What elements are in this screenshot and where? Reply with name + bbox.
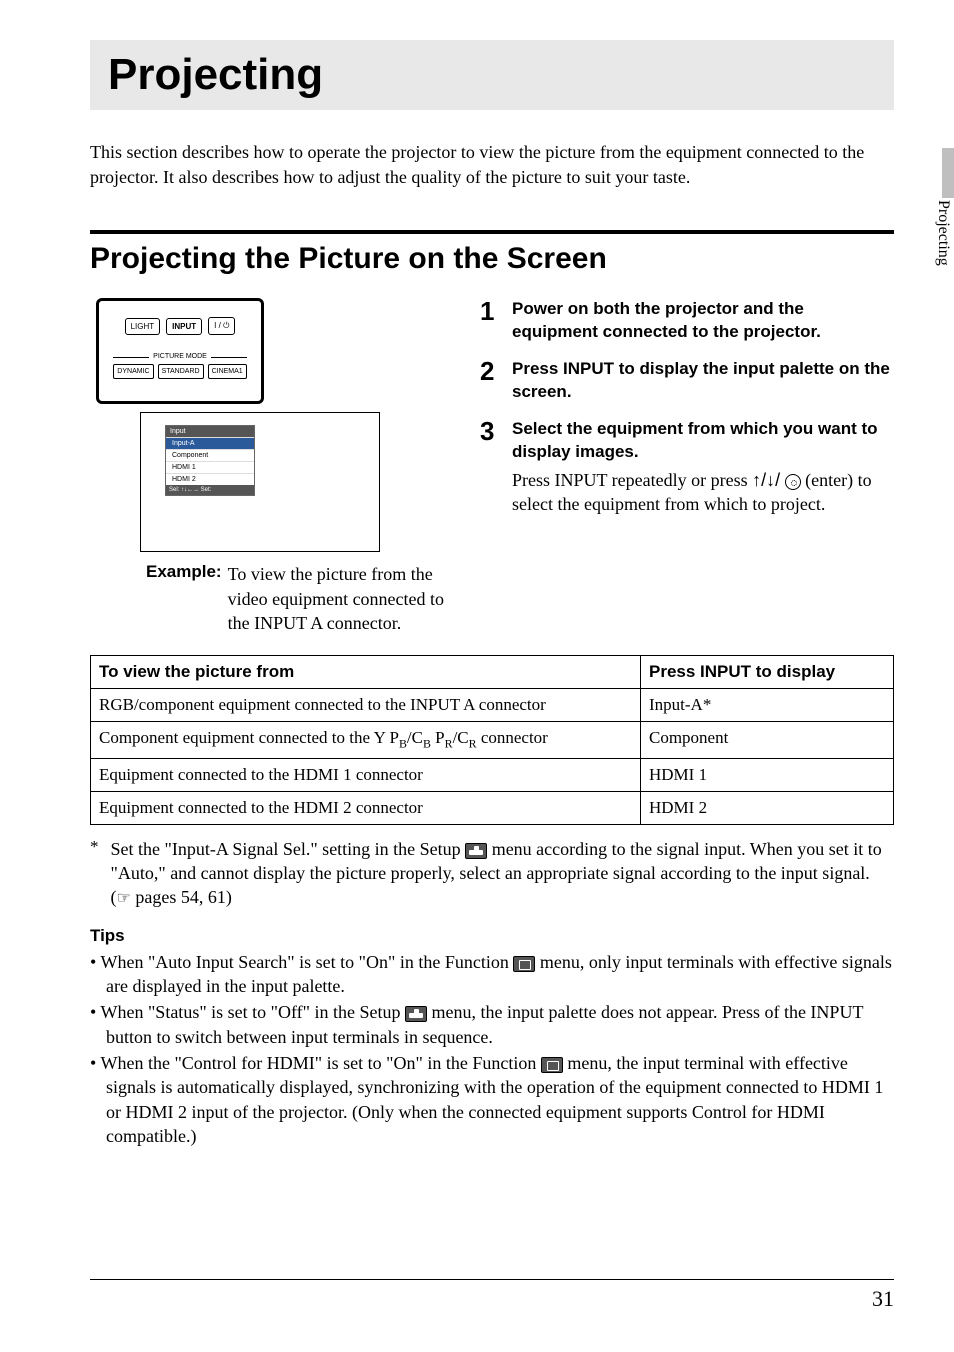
tip-item: When the "Control for HDMI" is set to "O… xyxy=(90,1051,894,1148)
step-number: 1 xyxy=(480,298,502,344)
step-title: Select the equipment from which you want… xyxy=(512,418,894,464)
section-title: Projecting the Picture on the Screen xyxy=(90,242,894,276)
footnote-text: Set the "Input-A Signal Sel." setting in… xyxy=(111,837,895,910)
power-label: I / xyxy=(214,321,223,330)
t: Component equipment connected to the Y P xyxy=(99,728,399,747)
side-tab-marker xyxy=(942,148,954,198)
tip-pre: When "Auto Input Search" is set to "On" … xyxy=(100,952,513,972)
setup-menu-icon xyxy=(465,843,487,859)
tips-list: When "Auto Input Search" is set to "On" … xyxy=(90,950,894,1148)
sub: B xyxy=(399,737,407,751)
sub: R xyxy=(469,737,477,751)
step-body-pre: Press INPUT repeatedly or press xyxy=(512,470,752,490)
section-rule xyxy=(90,230,894,234)
chapter-title-band: Projecting xyxy=(90,40,894,110)
example-caption: Example: To view the picture from the vi… xyxy=(146,562,450,635)
table-body: RGB/component equipment connected to the… xyxy=(91,689,894,824)
power-icon: ⏻ xyxy=(223,321,229,330)
input-selection-table: To view the picture from Press INPUT to … xyxy=(90,655,894,824)
footnote: * Set the "Input-A Signal Sel." setting … xyxy=(90,837,894,910)
input-menu-item: Input-A xyxy=(166,437,254,449)
right-column: 1 Power on both the projector and the eq… xyxy=(480,298,894,635)
step-3: 3 Select the equipment from which you wa… xyxy=(480,418,894,516)
remote-cinema1-button: CINEMA1 xyxy=(208,364,247,379)
example-text: To view the picture from the video equip… xyxy=(228,562,450,635)
page-number: 31 xyxy=(872,1286,894,1312)
remote-standard-button: STANDARD xyxy=(158,364,204,379)
step-number: 2 xyxy=(480,358,502,404)
table-cell-display: HDMI 2 xyxy=(641,791,894,824)
input-menu-item: Component xyxy=(166,449,254,461)
function-menu-icon xyxy=(513,956,535,972)
remote-diagram: LIGHT INPUT I / ⏻ PICTURE MODE DYNAMIC S… xyxy=(96,298,264,404)
table-cell-source: Component equipment connected to the Y P… xyxy=(91,722,641,758)
screen-diagram: Input Input-A Component HDMI 1 HDMI 2 Se… xyxy=(140,412,380,552)
remote-power-button: I / ⏻ xyxy=(208,317,235,335)
tip-item: When "Status" is set to "Off" in the Set… xyxy=(90,1000,894,1049)
footnote-pages: pages 54, 61) xyxy=(131,887,232,907)
input-menu-title: Input xyxy=(166,426,254,437)
remote-dynamic-button: DYNAMIC xyxy=(113,364,153,379)
footnote-pre: Set the "Input-A Signal Sel." setting in… xyxy=(111,839,466,859)
step-number: 3 xyxy=(480,418,502,516)
step-1: 1 Power on both the projector and the eq… xyxy=(480,298,894,344)
tips-heading: Tips xyxy=(90,926,894,946)
example-label: Example: xyxy=(146,562,222,635)
arrow-icons: ↑/↓/ xyxy=(752,470,780,490)
table-header-source: To view the picture from xyxy=(91,656,641,689)
remote-input-button: INPUT xyxy=(166,318,202,335)
t: P xyxy=(431,728,445,747)
tip-pre: When "Status" is set to "Off" in the Set… xyxy=(100,1002,405,1022)
intro-paragraph: This section describes how to operate th… xyxy=(90,140,894,190)
table-row: Component equipment connected to the Y P… xyxy=(91,722,894,758)
setup-menu-icon xyxy=(405,1006,427,1022)
t: connector xyxy=(477,728,548,747)
input-palette-menu: Input Input-A Component HDMI 1 HDMI 2 Se… xyxy=(165,425,255,496)
step-2: 2 Press INPUT to display the input palet… xyxy=(480,358,894,404)
input-menu-item: HDMI 1 xyxy=(166,461,254,473)
footnote-mark: * xyxy=(90,837,99,910)
hand-pointer-icon: ☞ xyxy=(117,890,131,907)
chapter-title: Projecting xyxy=(108,50,876,100)
table-cell-source: RGB/component equipment connected to the… xyxy=(91,689,641,722)
t: /C xyxy=(453,728,469,747)
tip-item: When "Auto Input Search" is set to "On" … xyxy=(90,950,894,999)
enter-icon xyxy=(785,474,801,490)
table-cell-source: Equipment connected to the HDMI 1 connec… xyxy=(91,758,641,791)
sub: B xyxy=(423,737,431,751)
t: /C xyxy=(407,728,423,747)
tip-pre: When the "Control for HDMI" is set to "O… xyxy=(100,1053,540,1073)
step-body: Press INPUT repeatedly or press ↑/↓/ (en… xyxy=(512,468,894,517)
table-cell-display: Input-A* xyxy=(641,689,894,722)
table-cell-display: Component xyxy=(641,722,894,758)
table-cell-display: HDMI 1 xyxy=(641,758,894,791)
table-row: Equipment connected to the HDMI 2 connec… xyxy=(91,791,894,824)
table-header-display: Press INPUT to display xyxy=(641,656,894,689)
function-menu-icon xyxy=(541,1057,563,1073)
input-menu-footer: Sel: ↑↓←→ Set: xyxy=(166,485,254,495)
picture-mode-label: PICTURE MODE xyxy=(109,353,251,360)
step-title: Power on both the projector and the equi… xyxy=(512,298,894,344)
input-menu-item: HDMI 2 xyxy=(166,473,254,485)
two-column-region: LIGHT INPUT I / ⏻ PICTURE MODE DYNAMIC S… xyxy=(90,298,894,635)
step-title: Press INPUT to display the input palette… xyxy=(512,358,894,404)
sub: R xyxy=(445,737,453,751)
table-cell-source: Equipment connected to the HDMI 2 connec… xyxy=(91,791,641,824)
left-column: LIGHT INPUT I / ⏻ PICTURE MODE DYNAMIC S… xyxy=(90,298,450,635)
remote-light-button: LIGHT xyxy=(125,318,161,335)
table-row: RGB/component equipment connected to the… xyxy=(91,689,894,722)
page-footer-rule xyxy=(90,1279,894,1280)
table-row: Equipment connected to the HDMI 1 connec… xyxy=(91,758,894,791)
side-tab-label: Projecting xyxy=(934,200,954,266)
